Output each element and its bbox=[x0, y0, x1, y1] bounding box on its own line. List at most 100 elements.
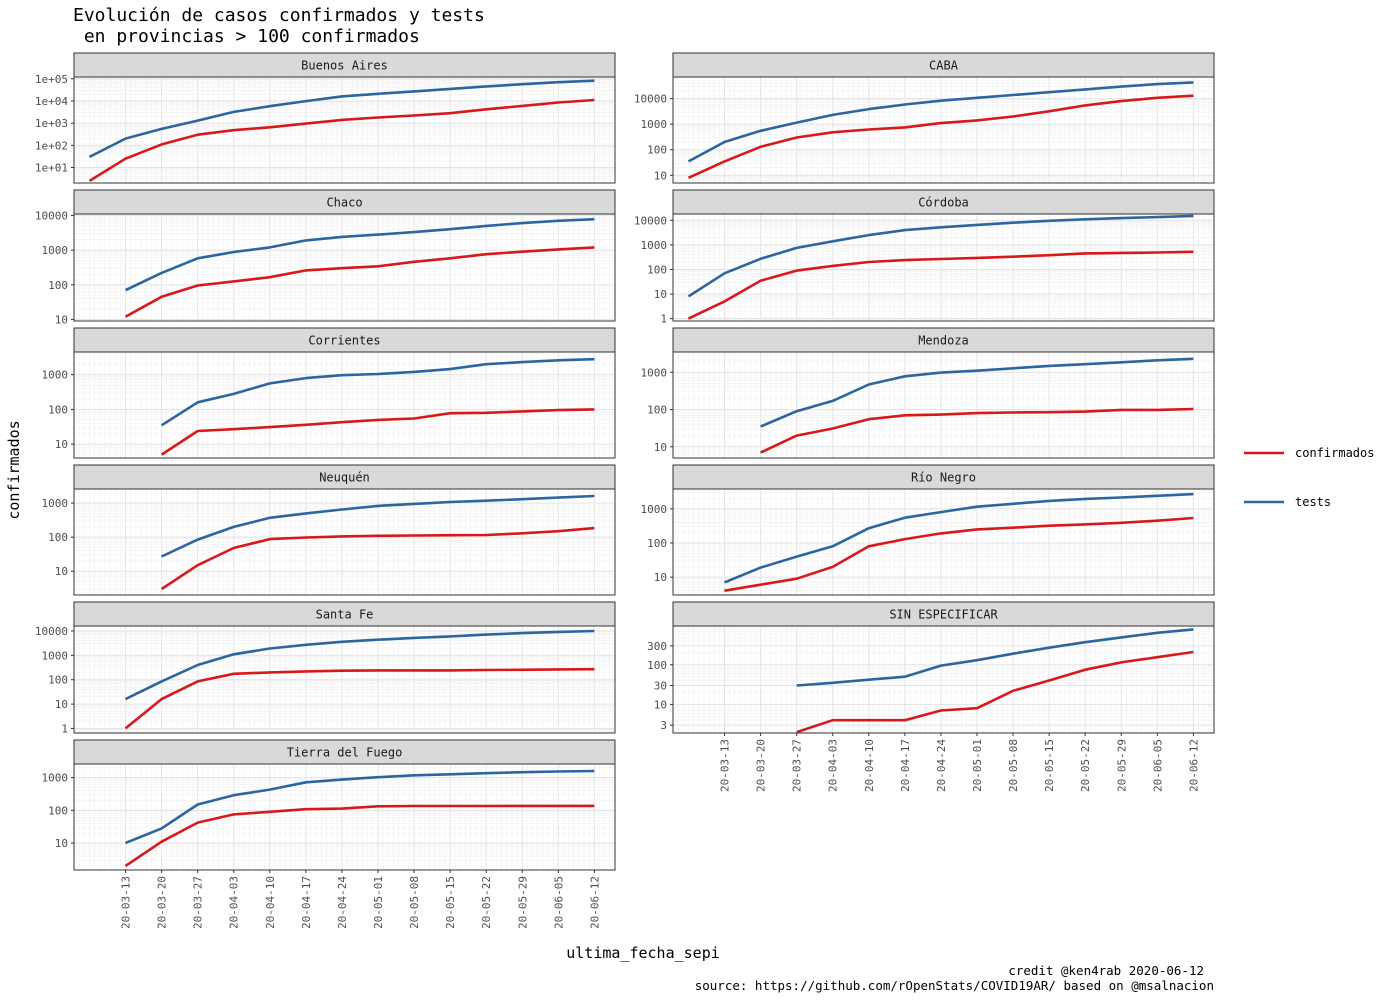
panel-tierra-del-fuego: Tierra del Fuego 10 100 1000 bbox=[42, 739, 616, 871]
line-tests-santa-fe bbox=[124, 629, 595, 701]
x-tick-label: 20-03-27 bbox=[791, 739, 804, 792]
strip-label-santa-fe: Santa Fe bbox=[316, 608, 374, 622]
panel-border-sin-especificar bbox=[672, 625, 1215, 734]
y-tick-label-santa-fe: 10 bbox=[55, 698, 68, 711]
x-tick-label: 20-06-12 bbox=[588, 876, 601, 929]
strip-label-tierra-del-fuego: Tierra del Fuego bbox=[287, 746, 403, 760]
strip-label-sin-especificar: SIN ESPECIFICAR bbox=[889, 608, 998, 622]
y-tick-label-neuquen: 100 bbox=[48, 531, 68, 544]
line-tests-caba bbox=[687, 81, 1194, 163]
panel-border-buenos-aires bbox=[73, 76, 616, 184]
x-tick-label: 20-05-15 bbox=[1043, 739, 1056, 792]
x-tick-label: 20-03-13 bbox=[120, 876, 133, 929]
series-caba bbox=[687, 81, 1194, 179]
line-confirmados-santa-fe bbox=[124, 667, 595, 730]
strip-label-caba: CABA bbox=[929, 59, 959, 73]
panel-caba: CABA 10 100 1000 10000 bbox=[634, 52, 1215, 184]
y-tick-label-cordoba: 10 bbox=[654, 288, 667, 301]
x-axis-title: ultima_fecha_sepi bbox=[566, 944, 720, 962]
x-tick-label: 20-03-13 bbox=[719, 739, 732, 792]
x-axis-col-2: 20-03-13 20-03-20 20-03-27 20-04-03 20-04-10… bbox=[719, 733, 1200, 792]
y-tick-label-sin-especificar: 300 bbox=[647, 640, 667, 653]
y-tick-label-caba: 10 bbox=[654, 169, 667, 182]
y-tick-label-tierra-del-fuego: 10 bbox=[55, 837, 68, 850]
x-tick-label: 20-04-03 bbox=[228, 876, 241, 929]
x-tick-label: 20-05-01 bbox=[971, 739, 984, 792]
x-tick-label: 20-05-22 bbox=[480, 876, 493, 929]
x-tick-label: 20-04-17 bbox=[899, 739, 912, 792]
y-tick-label-buenos-aires: 1e+02 bbox=[35, 139, 68, 152]
line-tests-tierra-del-fuego bbox=[125, 769, 595, 845]
series-neuquen bbox=[160, 494, 595, 591]
panel-chaco: Chaco 10 100 1000 10000 bbox=[35, 189, 616, 326]
x-tick-label: 20-05-29 bbox=[516, 876, 529, 929]
line-confirmados-sin-especificar bbox=[796, 650, 1194, 733]
x-tick-label: 20-04-24 bbox=[336, 876, 349, 929]
panel-bg-corrientes bbox=[74, 352, 615, 458]
series-corrientes bbox=[160, 357, 595, 456]
x-tick-label: 20-06-05 bbox=[552, 876, 565, 929]
y-tick-label-corrientes: 1000 bbox=[42, 369, 69, 382]
strip-santa-fe bbox=[73, 601, 616, 627]
strip-rio-negro bbox=[672, 464, 1215, 490]
y-tick-label-buenos-aires: 1e+05 bbox=[35, 73, 68, 86]
x-tick-label: 20-06-05 bbox=[1151, 739, 1164, 792]
grid-tierra-del-fuego bbox=[74, 764, 615, 870]
y-tick-label-cordoba: 1000 bbox=[641, 239, 668, 252]
y-tick-label-sin-especificar: 3 bbox=[660, 719, 667, 732]
chart-title-line-2: en provincias > 100 confirmados bbox=[73, 26, 420, 47]
line-confirmados-rio-negro bbox=[724, 516, 1194, 592]
strip-buenos-aires bbox=[73, 52, 616, 78]
y-tick-label-chaco: 1000 bbox=[42, 244, 69, 257]
legend-label-tests: tests bbox=[1295, 495, 1331, 509]
y-tick-label-mendoza: 1000 bbox=[641, 366, 668, 379]
y-tick-label-buenos-aires: 1e+04 bbox=[35, 95, 68, 108]
panel-border-corrientes bbox=[73, 351, 616, 459]
line-tests-chaco bbox=[124, 217, 595, 292]
series-tierra-del-fuego bbox=[124, 769, 595, 867]
y-tick-label-santa-fe: 10000 bbox=[35, 625, 68, 638]
y-tick-label-sin-especificar: 30 bbox=[654, 679, 667, 692]
y-tick-label-rio-negro: 10 bbox=[654, 571, 667, 584]
x-tick-label: 20-05-22 bbox=[1079, 739, 1092, 792]
line-tests-corrientes bbox=[160, 357, 595, 427]
panel-sin-especificar: SIN ESPECIFICAR 3 10 30 100 300 bbox=[647, 601, 1215, 734]
y-tick-label-buenos-aires: 1e+03 bbox=[35, 117, 68, 130]
line-tests-neuquen bbox=[161, 494, 595, 558]
y-tick-label-mendoza: 10 bbox=[654, 441, 667, 454]
x-tick-label: 20-05-15 bbox=[444, 876, 457, 929]
panel-mendoza: Mendoza 10 100 1000 bbox=[641, 327, 1215, 459]
chart-title-line-1: Evolución de casos confirmados y tests bbox=[73, 5, 485, 26]
line-confirmados-mendoza bbox=[760, 407, 1194, 454]
y-tick-label-chaco: 10 bbox=[55, 313, 68, 326]
panel-border-neuquen bbox=[73, 488, 616, 596]
panel-border-cordoba bbox=[672, 213, 1215, 322]
y-tick-label-cordoba: 100 bbox=[647, 263, 667, 276]
y-tick-label-corrientes: 100 bbox=[48, 403, 68, 416]
y-tick-label-chaco: 100 bbox=[48, 279, 68, 292]
line-tests-sin-especificar bbox=[796, 628, 1194, 687]
strip-label-mendoza: Mendoza bbox=[918, 334, 969, 348]
x-tick-label: 20-05-08 bbox=[1007, 739, 1020, 792]
x-tick-label: 20-03-20 bbox=[156, 876, 169, 929]
strip-corrientes bbox=[73, 327, 616, 353]
y-tick-label-chaco: 10000 bbox=[35, 209, 68, 222]
y-tick-label-caba: 10000 bbox=[634, 93, 667, 106]
strip-label-neuquen: Neuquén bbox=[319, 471, 370, 485]
y-tick-label-corrientes: 10 bbox=[55, 438, 68, 451]
y-tick-label-cordoba: 1 bbox=[660, 313, 667, 326]
strip-label-buenos-aires: Buenos Aires bbox=[301, 59, 388, 73]
y-tick-label-buenos-aires: 1e+01 bbox=[35, 161, 68, 174]
strip-mendoza bbox=[672, 327, 1215, 353]
x-axis-col-1: 20-03-13 20-03-20 20-03-27 20-04-03 20-04-10… bbox=[120, 870, 601, 929]
panel-border-santa-fe bbox=[73, 625, 616, 734]
x-tick-label: 20-06-12 bbox=[1187, 739, 1200, 792]
y-tick-label-santa-fe: 100 bbox=[48, 674, 68, 687]
x-tick-label: 20-04-17 bbox=[300, 876, 313, 929]
line-tests-mendoza bbox=[760, 357, 1194, 428]
legend-label-confirmados: confirmados bbox=[1295, 446, 1374, 460]
panel-neuquen: Neuquén 10 100 1000 bbox=[42, 464, 616, 596]
x-tick-label: 20-03-27 bbox=[192, 876, 205, 929]
y-tick-label-sin-especificar: 100 bbox=[647, 659, 667, 672]
